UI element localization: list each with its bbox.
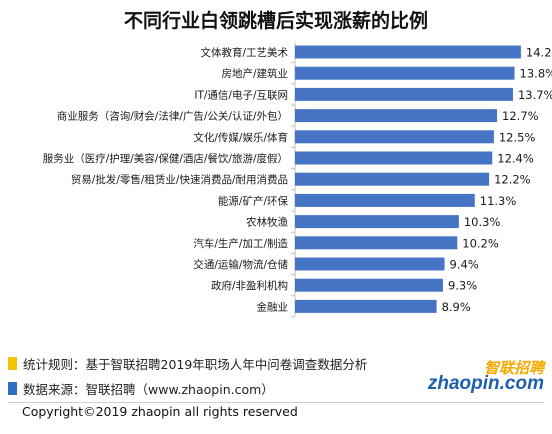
category-label: IT/通信/电子/互联网	[194, 88, 288, 101]
bar	[295, 151, 493, 165]
value-label: 14.2%	[526, 46, 552, 60]
logo-cn-text: 智联招聘	[483, 359, 544, 377]
category-label: 服务业（医疗/护理/美容/保健/酒店/餐饮/旅游/度假）	[43, 152, 288, 165]
method-note-text: 统计规则：基于智联招聘2019年职场人年中问卷调查数据分析	[23, 357, 368, 372]
category-label: 房地产/建筑业	[221, 67, 288, 80]
method-marker	[8, 357, 17, 370]
source-note: 数据来源：智联招聘（www.zhaopin.com）	[8, 376, 367, 401]
value-label: 10.3%	[464, 215, 501, 229]
chart-title: 不同行业白领跳槽后实现涨薪的比例	[123, 10, 428, 32]
bar	[295, 130, 494, 144]
value-label: 8.9%	[442, 300, 471, 314]
bar	[295, 172, 490, 186]
logo-en-text: zhaopin.com	[427, 373, 544, 394]
value-label: 13.8%	[520, 67, 552, 81]
value-label: 13.7%	[518, 88, 552, 102]
category-label: 金融业	[257, 300, 289, 313]
value-label: 11.3%	[480, 194, 517, 208]
bar	[295, 193, 475, 207]
bar	[295, 299, 437, 313]
bar	[295, 257, 445, 271]
bar	[295, 45, 521, 59]
zhaopin-logo: 智联招聘 zhaopin.com	[428, 357, 548, 394]
bar	[295, 278, 443, 292]
category-label: 交通/运输/物流/仓储	[193, 258, 288, 271]
footer-divider	[8, 402, 544, 403]
category-label: 农林牧渔	[246, 216, 288, 229]
bar	[295, 87, 513, 101]
category-label: 能源/矿产/环保	[218, 194, 289, 207]
value-label: 12.4%	[497, 152, 534, 166]
category-label: 政府/非盈利机构	[211, 279, 288, 292]
value-label: 12.7%	[502, 109, 539, 123]
value-label: 12.5%	[499, 130, 536, 144]
method-note: 统计规则：基于智联招聘2019年职场人年中问卷调查数据分析	[8, 351, 367, 376]
value-label: 12.2%	[494, 173, 531, 187]
bar-chart: 文体教育/工艺美术 14.2% 房地产/建筑业 13.8% IT/通信/电子/互联网 13…	[43, 42, 552, 318]
bar	[295, 215, 459, 229]
source-marker	[8, 382, 17, 395]
bar	[295, 66, 515, 80]
bar	[295, 109, 498, 123]
category-label: 汽车/生产/加工/制造	[193, 237, 288, 250]
value-label: 10.2%	[462, 236, 499, 250]
category-label: 贸易/批发/零售/租赁业/快速消费品/耐用消费品	[71, 173, 288, 186]
category-label: 文体教育/工艺美术	[200, 46, 288, 59]
copyright-text: Copyright©2019 zhaopin all rights reserv…	[22, 404, 298, 419]
bar	[295, 236, 458, 250]
chart-notes: 统计规则：基于智联招聘2019年职场人年中问卷调查数据分析 数据来源：智联招聘（…	[8, 351, 367, 401]
category-label: 文化/传媒/娱乐/体育	[193, 131, 288, 144]
source-note-text: 数据来源：智联招聘（www.zhaopin.com）	[23, 382, 274, 397]
value-label: 9.3%	[448, 279, 477, 293]
value-label: 9.4%	[450, 258, 479, 272]
category-label: 商业服务（咨询/财会/法律/广告/公关/认证/外包）	[57, 110, 288, 123]
